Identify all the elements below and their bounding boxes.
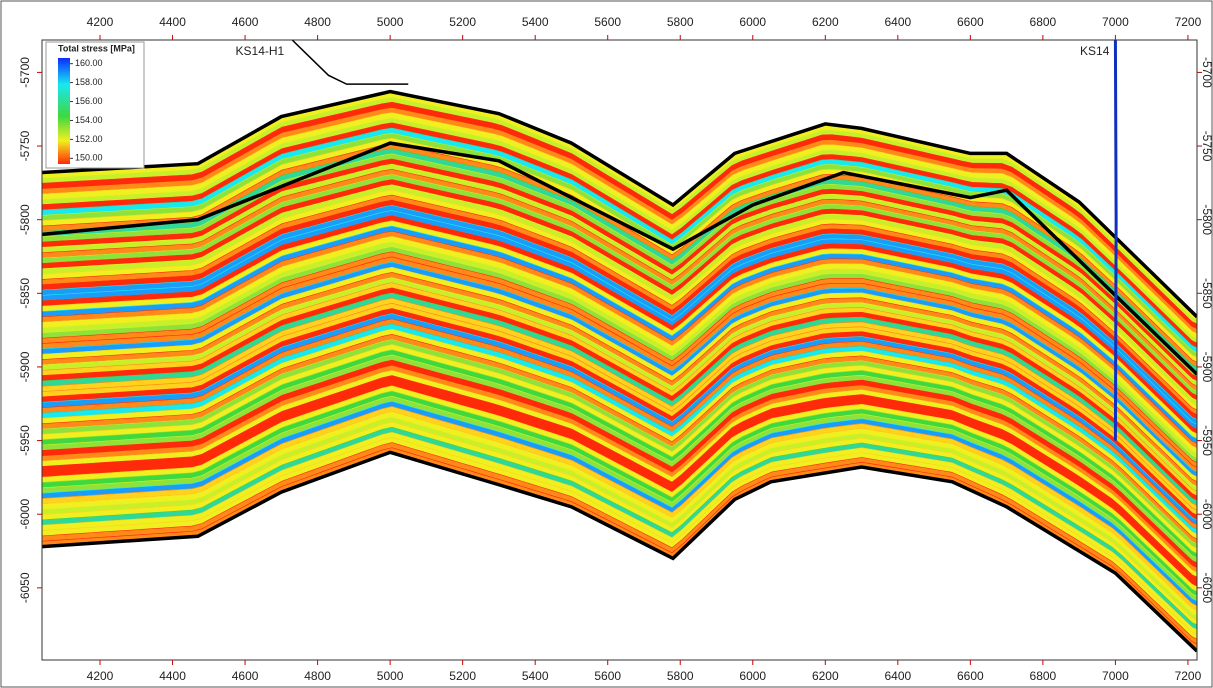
well-path (1113, 40, 1118, 441)
axes: 4200 4200 4400 4400 4600 4600 4800 4800 5000 5000… (18, 15, 1213, 683)
x-tick-label: 6400 (884, 15, 911, 29)
y-tick-label: -5850 (1200, 278, 1213, 309)
y-tick-label: -5700 (1200, 57, 1213, 88)
x-tick-label: 5200 (449, 15, 476, 29)
x-tick-label: 5600 (594, 669, 621, 683)
colorbar: Total stress [MPa] 160.00 158.00 156.00 154… (45, 41, 145, 169)
x-tick-label: 6800 (1030, 669, 1057, 683)
y-tick-label: -5750 (1200, 131, 1213, 162)
well-path (291, 40, 409, 85)
x-tick-label: 6000 (739, 669, 766, 683)
colorbar-label: 152.00 (75, 134, 103, 144)
x-tick-label: 4400 (159, 669, 186, 683)
x-tick-label: 7000 (1102, 15, 1129, 29)
plot-border (41, 39, 1198, 661)
overlay (42, 40, 1197, 653)
y-tick-label: -5800 (18, 204, 32, 235)
x-tick-label: 6200 (812, 669, 839, 683)
x-tick-label: 4400 (159, 15, 186, 29)
x-tick-label: 6000 (739, 15, 766, 29)
x-tick-label: 7000 (1102, 669, 1129, 683)
colorbar-label: 158.00 (75, 77, 103, 87)
colorbar-title: Total stress [MPa] (58, 43, 135, 53)
y-tick-label: -6000 (18, 499, 32, 530)
x-tick-label: 5800 (667, 15, 694, 29)
x-tick-label: 5000 (377, 15, 404, 29)
horizon (42, 89, 1197, 319)
x-tick-label: 6400 (884, 669, 911, 683)
x-tick-label: 6600 (957, 669, 984, 683)
x-tick-label: 5400 (522, 669, 549, 683)
colorbar-label: 154.00 (75, 115, 103, 125)
y-tick-label: -5750 (18, 130, 32, 161)
x-tick-label: 5000 (377, 669, 404, 683)
y-tick-label: -5950 (18, 425, 32, 456)
x-tick-label: 5400 (522, 15, 549, 29)
x-tick-label: 5200 (449, 669, 476, 683)
x-tick-label: 4200 (87, 669, 114, 683)
colorbar-label: 150.00 (75, 153, 103, 163)
well-label: KS14 (1080, 44, 1110, 58)
x-tick-label: 5600 (594, 15, 621, 29)
y-tick-label: -5850 (18, 278, 32, 309)
x-tick-label: 5800 (667, 669, 694, 683)
layers (42, 91, 1197, 650)
colorbar-label: 160.00 (75, 58, 103, 68)
x-tick-label: 7200 (1175, 669, 1202, 683)
y-tick-label: -5900 (1200, 352, 1213, 383)
x-tick-label: 4600 (232, 15, 259, 29)
colorbar-bar (58, 58, 70, 164)
x-tick-label: 4600 (232, 669, 259, 683)
well-label: KS14-H1 (236, 44, 285, 58)
horizon (42, 141, 1197, 376)
x-tick-label: 6200 (812, 15, 839, 29)
x-tick-label: 7200 (1175, 15, 1202, 29)
x-tick-label: 6600 (957, 15, 984, 29)
x-tick-label: 4800 (304, 669, 331, 683)
y-tick-label: -5700 (18, 57, 32, 88)
y-tick-label: -6050 (18, 572, 32, 603)
x-tick-label: 4200 (87, 15, 114, 29)
y-tick-label: -6050 (1200, 572, 1213, 603)
y-tick-label: -6000 (1200, 499, 1213, 530)
x-tick-label: 6800 (1030, 15, 1057, 29)
horizon (42, 450, 1197, 653)
y-tick-label: -5900 (18, 351, 32, 382)
y-tick-label: -5950 (1200, 425, 1213, 456)
x-tick-label: 4800 (304, 15, 331, 29)
colorbar-label: 156.00 (75, 96, 103, 106)
y-tick-label: -5800 (1200, 204, 1213, 235)
